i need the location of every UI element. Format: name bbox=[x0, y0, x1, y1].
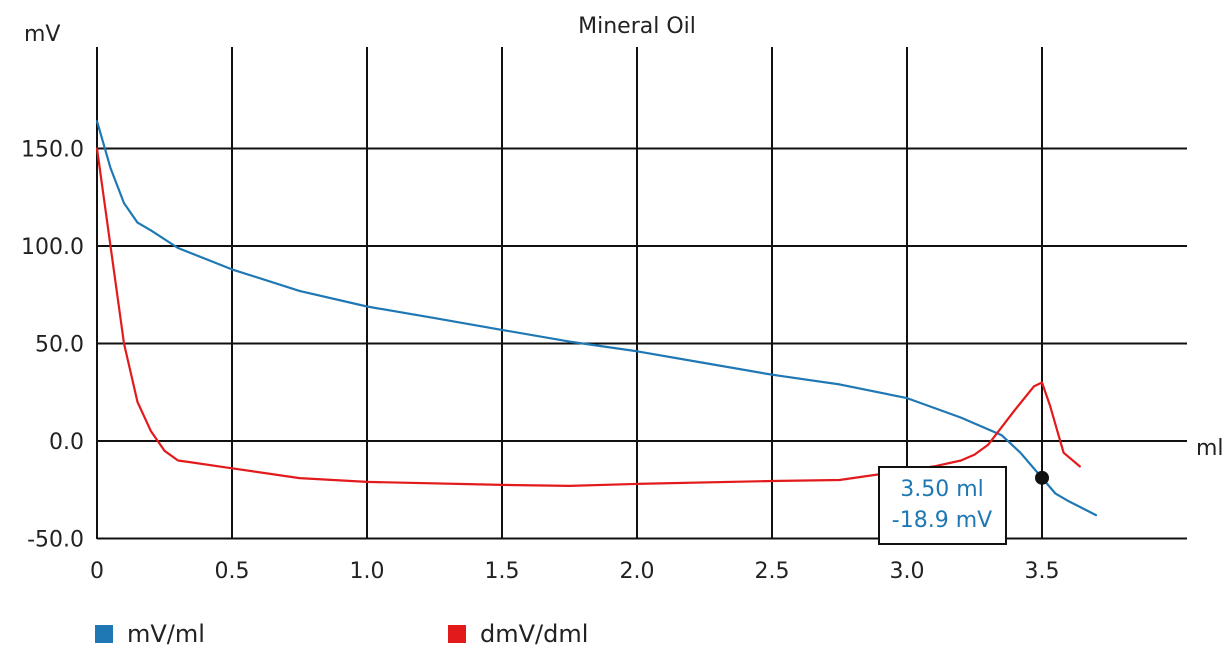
x-tick-label: 3.5 bbox=[1025, 559, 1060, 584]
chart: 0 0.5 1.0 1.5 2.0 2.5 3.0 3.5 -50.0 0.0 50.0 100.0 1… bbox=[21, 14, 1224, 585]
chart-title: Mineral Oil bbox=[578, 14, 696, 39]
y-tick-label: 100.0 bbox=[21, 235, 84, 260]
annotation-box bbox=[878, 466, 1007, 545]
series-line-dmv-dml bbox=[95, 147, 1081, 487]
x-tick-label: 2.0 bbox=[620, 559, 655, 584]
series-group bbox=[95, 120, 1098, 517]
legend-item-mv-ml: mV/ml bbox=[95, 620, 205, 648]
y-tick-label: 150.0 bbox=[21, 138, 84, 163]
x-tick-label: 1.0 bbox=[350, 559, 385, 584]
annotation-marker bbox=[1035, 470, 1049, 485]
legend-label: dmV/dml bbox=[480, 620, 589, 648]
annotation-line-mv: -18.9 mV bbox=[892, 508, 992, 533]
x-tick-label: 1.5 bbox=[485, 559, 520, 584]
x-tick-label: 0.5 bbox=[215, 559, 250, 584]
y-tick-label: 50.0 bbox=[35, 333, 84, 358]
y-tick-label: 0.0 bbox=[49, 430, 84, 455]
x-axis-label: ml bbox=[1196, 436, 1224, 461]
annotation-line-ml: 3.50 ml bbox=[900, 477, 984, 502]
grid bbox=[96, 47, 1187, 540]
y-axis-label: mV bbox=[24, 22, 60, 47]
tick-labels: 0 0.5 1.0 1.5 2.0 2.5 3.0 3.5 -50.0 0.0 50.0 100.0 1… bbox=[21, 138, 1059, 585]
legend-label: mV/ml bbox=[127, 620, 205, 648]
x-tick-label: 0 bbox=[90, 559, 104, 584]
y-tick-label: -50.0 bbox=[27, 528, 84, 553]
legend-swatch-red bbox=[448, 625, 466, 643]
x-tick-label: 2.5 bbox=[755, 559, 790, 584]
annotation: 3.50 ml -18.9 mV bbox=[878, 466, 1049, 545]
series-line-mv-ml bbox=[95, 120, 1098, 517]
x-tick-label: 3.0 bbox=[890, 559, 925, 584]
legend-swatch-blue bbox=[95, 625, 113, 643]
legend-item-dmv-dml: dmV/dml bbox=[448, 620, 588, 648]
